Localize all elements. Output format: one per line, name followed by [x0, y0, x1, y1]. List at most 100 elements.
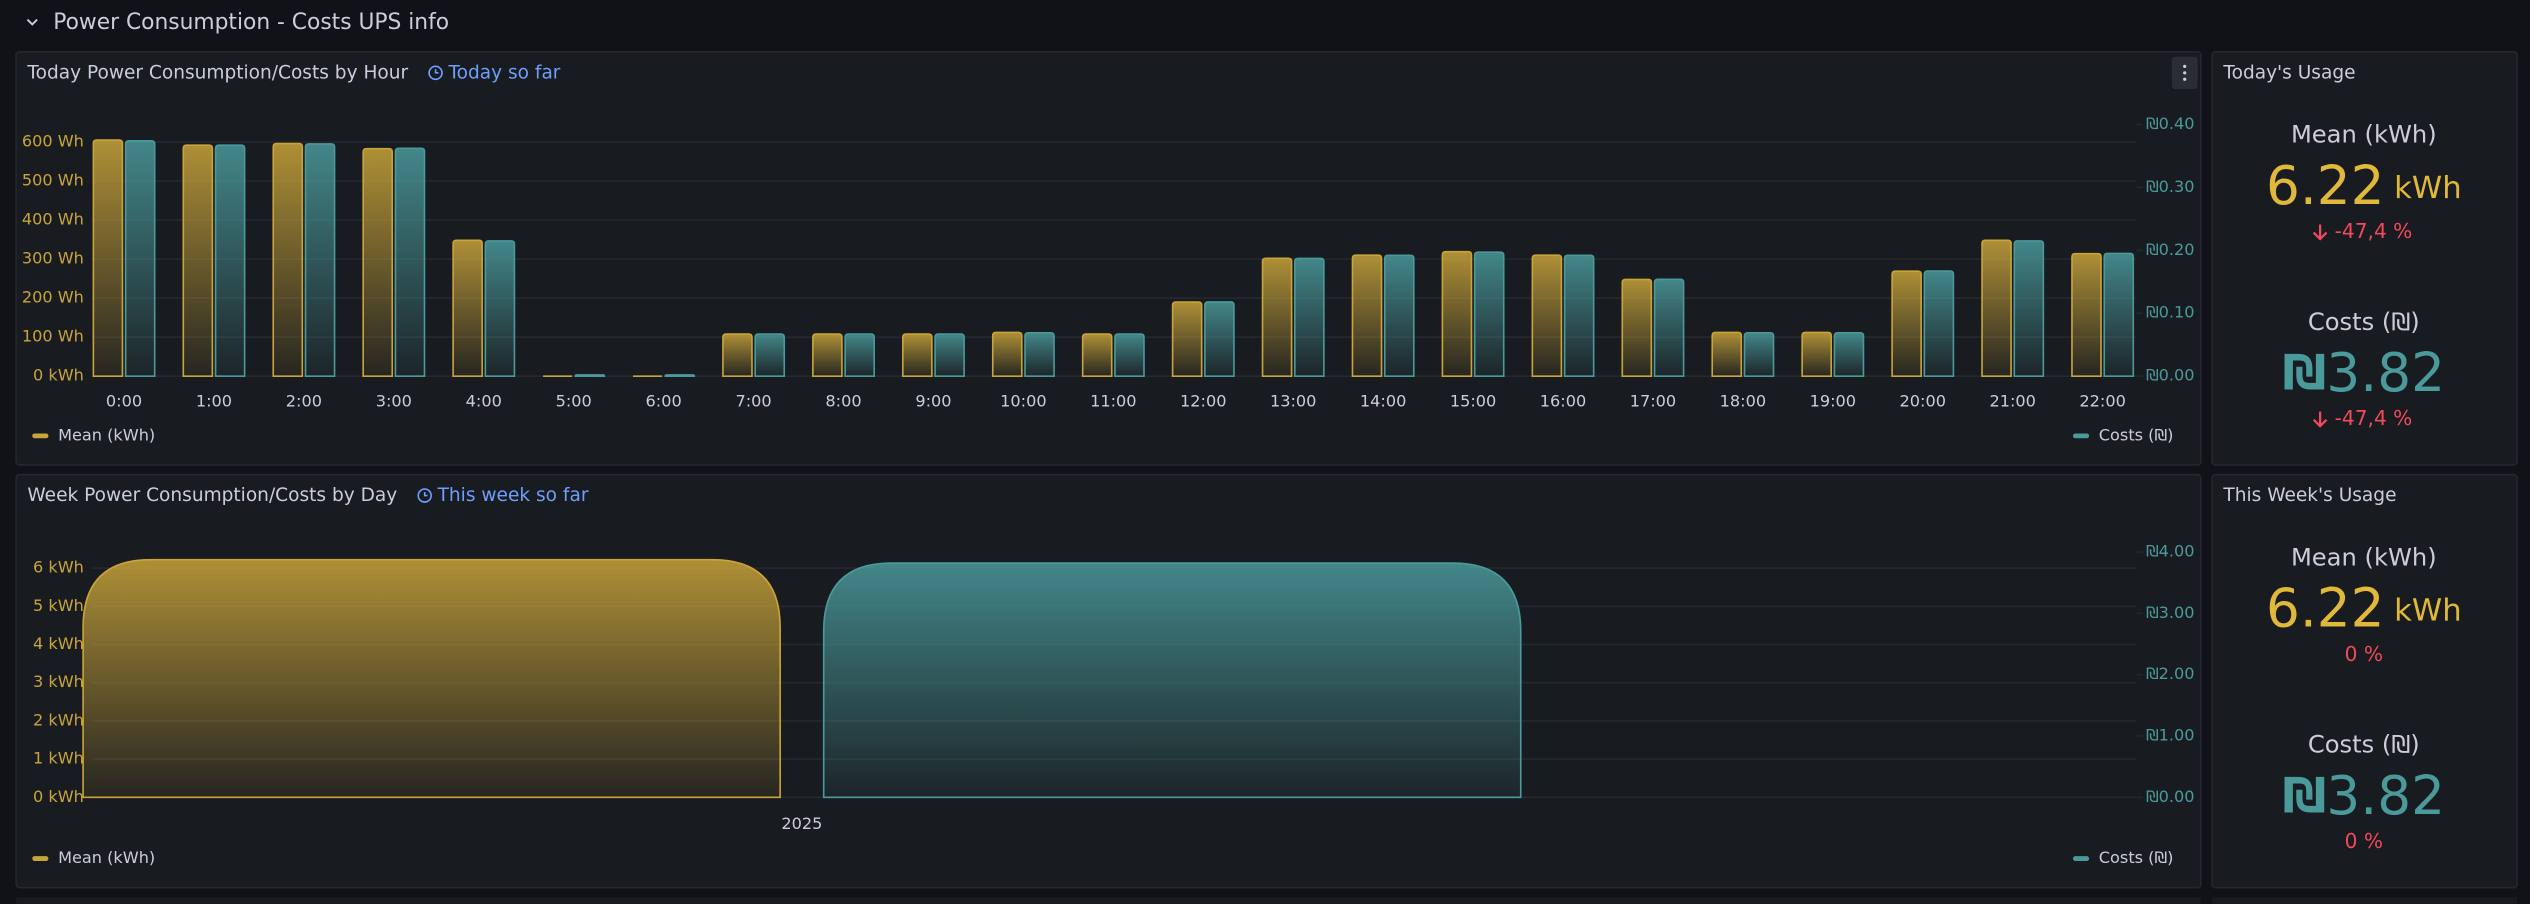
bar [822, 562, 1522, 799]
stat-panel-title: This Week's Usage [2222, 485, 2396, 506]
trend-arrow [2312, 224, 2328, 241]
clock-hand [423, 492, 428, 497]
x-tick-label: 22:00 [2079, 391, 2125, 410]
stat-value: ₪3.82 [2283, 342, 2445, 404]
y2-tick-label: ₪0.00 [2146, 366, 2195, 385]
y-tick-label: 0 kWh [33, 787, 84, 806]
y-tick-label: 5 kWh [33, 596, 84, 615]
y-tick-label: 300 Wh [22, 249, 84, 268]
bar [362, 147, 394, 377]
stat-value: 6.22 kWh [2266, 155, 2462, 217]
y-tick-label: 3 kWh [33, 672, 84, 691]
panel-subtitle: Today so far [447, 62, 560, 83]
row-title[interactable]: Power Consumption - Costs UPS info [53, 10, 449, 35]
y2-tick-label: ₪3.00 [2146, 603, 2195, 622]
collapse-chevron[interactable] [26, 18, 38, 26]
y-tick-label: 400 Wh [22, 210, 84, 229]
x-tick-label: 16:00 [1540, 391, 1586, 410]
bar [844, 333, 875, 377]
bar [1114, 333, 1145, 377]
x-tick-label: 12:00 [1180, 391, 1226, 410]
bar [182, 144, 214, 377]
stat-prefix: ₪ [2283, 345, 2327, 401]
bar [214, 144, 246, 377]
clock-icon [417, 488, 432, 503]
legend-swatch [32, 856, 49, 862]
bar [1981, 239, 2012, 377]
x-tick-label: 5:00 [556, 391, 592, 410]
bar [1171, 301, 1203, 377]
x-tick-label: 14:00 [1360, 391, 1406, 410]
bar [452, 239, 483, 377]
bar [991, 331, 1023, 377]
x-tick-label: 20:00 [1900, 391, 1946, 410]
bar [574, 374, 606, 377]
x-tick-label: 19:00 [1810, 391, 1856, 410]
y2-tick-label: ₪0.40 [2146, 114, 2195, 133]
y2-tick-label: ₪2.00 [2146, 664, 2195, 683]
x-tick-label: 7:00 [735, 391, 771, 410]
panel-title: Week Power Consumption/Costs by Day [27, 485, 397, 506]
bar [934, 333, 965, 377]
y-tick-label: 600 Wh [22, 132, 84, 151]
stat-change: -47,4 % [2335, 406, 2413, 430]
stat-number: 3.82 [2326, 342, 2445, 404]
x-tick-label: 2:00 [286, 391, 322, 410]
x-tick-label: 13:00 [1270, 391, 1316, 410]
y2-tick-label: ₪0.00 [2146, 787, 2195, 806]
legend-label: Mean (kWh) [58, 848, 155, 867]
bar [812, 333, 843, 377]
panel-edge [2212, 897, 2518, 904]
stat-label: Costs (₪) [2308, 731, 2420, 759]
bar [2103, 252, 2135, 377]
y2-tick-label: ₪0.20 [2146, 240, 2195, 259]
stat-value: 6.22 kWh [2266, 577, 2462, 639]
x-tick-label: 1:00 [196, 391, 232, 410]
bar [1294, 257, 1325, 377]
stat-prefix: ₪ [2283, 768, 2327, 824]
clock-icon [428, 65, 443, 81]
bar [901, 333, 933, 377]
bar [1383, 254, 1415, 377]
clock-hand [434, 69, 439, 74]
bar [1653, 278, 1685, 377]
bar [1563, 254, 1595, 377]
y2-tick-label: ₪4.00 [2146, 542, 2195, 561]
stat-number: 6.22 [2266, 155, 2385, 217]
bar [664, 374, 696, 377]
bar [82, 558, 781, 799]
stat-unit: kWh [2394, 170, 2461, 205]
legend-label: Costs (₪) [2099, 425, 2174, 444]
bar [1261, 257, 1293, 377]
y-tick-label: 100 Wh [22, 327, 84, 346]
panel [2211, 473, 2518, 889]
bar [1801, 331, 1833, 377]
x-tick-label: 17:00 [1630, 391, 1676, 410]
y-tick-label: 0 kWh [33, 366, 84, 385]
stat-number: 3.82 [2326, 765, 2445, 827]
y2-tick-label: ₪1.00 [2146, 725, 2195, 744]
bar [2071, 252, 2102, 377]
y-tick-label: 6 kWh [33, 558, 84, 577]
panel-edge [16, 897, 2201, 904]
panel-subtitle: This week so far [437, 485, 589, 506]
menu-dot [2183, 64, 2187, 68]
stat-unit: kWh [2394, 593, 2461, 628]
x-tick-label: 8:00 [825, 391, 861, 410]
bar [1833, 331, 1865, 377]
legend-swatch [2072, 433, 2090, 439]
bar [1204, 301, 1235, 377]
bar [124, 140, 156, 377]
y2-tick-label: ₪0.10 [2146, 303, 2195, 322]
stat-label: Costs (₪) [2308, 308, 2420, 336]
x-tick-label: 21:00 [1989, 391, 2035, 410]
x-tick-label: 3:00 [376, 391, 412, 410]
trend-arrow [2312, 411, 2328, 428]
bar [484, 240, 516, 377]
menu-dot [2183, 77, 2187, 81]
x-tick-label: 4:00 [466, 391, 502, 410]
bar [1923, 270, 1955, 377]
x-tick-label: 9:00 [915, 391, 951, 410]
bar [1531, 254, 1563, 377]
